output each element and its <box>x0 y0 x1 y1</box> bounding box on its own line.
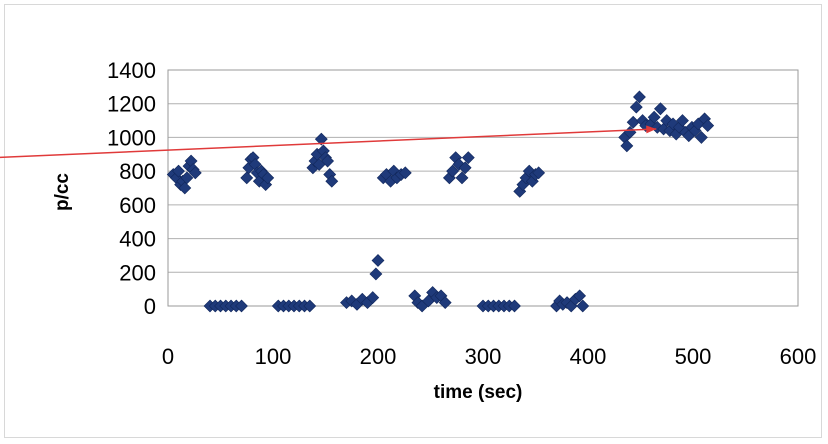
x-tick-labels: 0 100 200 300 400 500 600 <box>162 344 816 369</box>
data-point <box>369 267 383 281</box>
data-point <box>532 166 546 180</box>
y-tick-label: 400 <box>119 227 156 252</box>
data-point <box>701 119 715 133</box>
y-tick-label: 800 <box>119 159 156 184</box>
data-point <box>461 151 475 165</box>
data-point <box>325 174 339 188</box>
data-point <box>455 171 469 185</box>
y-tick-label: 1200 <box>107 92 156 117</box>
trend-line <box>0 128 657 159</box>
data-point <box>620 139 634 153</box>
data-point <box>235 299 248 313</box>
x-tick-label: 600 <box>780 344 817 369</box>
trend-arrow <box>0 125 657 159</box>
data-point <box>573 289 587 303</box>
data-point <box>240 171 254 185</box>
data-point <box>576 299 590 313</box>
data-point <box>371 254 385 267</box>
data-point <box>458 161 472 175</box>
x-tick-label: 100 <box>255 344 292 369</box>
x-tick-label: 500 <box>675 344 712 369</box>
x-tick-label: 400 <box>570 344 607 369</box>
data-point <box>633 90 646 104</box>
data-point <box>188 166 202 180</box>
data-point <box>398 166 412 180</box>
data-point <box>261 171 275 185</box>
data-point <box>172 164 185 178</box>
data-point <box>647 110 661 124</box>
chart-frame <box>4 4 822 438</box>
x-tick-label: 300 <box>465 344 502 369</box>
y-axis-title: p/cc <box>52 173 73 211</box>
data-point <box>446 164 459 178</box>
data-point <box>626 115 640 129</box>
y-tick-label: 200 <box>119 260 156 285</box>
plot-area <box>167 69 799 307</box>
trend-arrowhead <box>646 125 657 134</box>
data-point <box>180 171 194 185</box>
data-points <box>166 90 715 313</box>
data-point <box>694 131 708 144</box>
y-tick-label: 1000 <box>107 125 156 150</box>
data-point <box>629 100 643 114</box>
x-tick-label: 200 <box>360 344 397 369</box>
data-point <box>366 291 380 304</box>
data-point <box>303 299 317 313</box>
data-point <box>654 102 667 116</box>
data-point <box>438 296 452 310</box>
y-tick-label: 1400 <box>107 58 156 83</box>
x-axis-title: time (sec) <box>434 382 523 403</box>
y-tick-label: 600 <box>119 193 156 218</box>
x-tick-label: 0 <box>162 344 174 369</box>
data-point <box>508 299 521 313</box>
data-point <box>676 114 689 127</box>
data-point <box>314 132 328 146</box>
y-tick-label: 0 <box>144 294 156 319</box>
data-point <box>178 181 192 195</box>
data-point <box>321 154 335 168</box>
y-tick-labels: 0 200 400 600 800 1000 1200 1400 <box>107 58 156 319</box>
